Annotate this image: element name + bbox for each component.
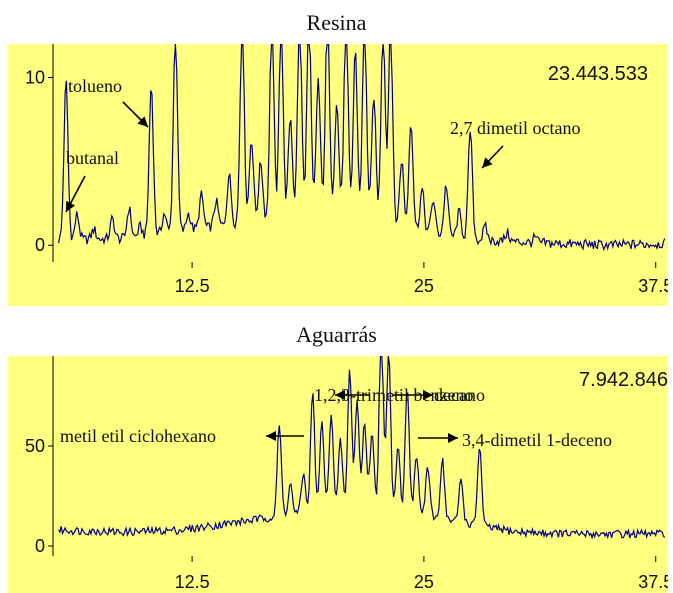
peak-annotation: tolueno: [68, 76, 122, 96]
y-tick-label: 0: [35, 235, 45, 255]
y-tick-label: 10: [25, 68, 45, 88]
annotation-arrow-head: [66, 200, 76, 212]
peak-annotation: decano: [434, 385, 485, 405]
peak-annotation: metil etil ciclohexano: [60, 426, 216, 446]
chart-1-title: Resina: [306, 10, 367, 35]
plot-background: [8, 44, 668, 306]
x-tick-label: 37.5: [638, 276, 668, 296]
y-tick-label: 0: [35, 536, 45, 556]
total-count-label: 23.443.533: [548, 63, 648, 85]
x-tick-label: 25: [414, 276, 434, 296]
annotation-arrow-head: [482, 157, 493, 168]
annotation-arrow-head: [335, 390, 345, 400]
x-tick-label: 25: [414, 572, 434, 592]
x-tick-label: 12.5: [175, 572, 210, 592]
y-tick-label: 50: [25, 436, 45, 456]
annotation-arrow-head: [448, 433, 458, 443]
peak-annotation: 2,7 dimetil octano: [450, 118, 580, 138]
chart-2-title: Aguarrás: [296, 322, 377, 347]
chart-resina: 0 10 12.5 25 37.5 23.443.533 tolueno butanal 2,7…: [8, 44, 668, 306]
peak-annotation: 3,4-dimetil 1-deceno: [462, 430, 612, 450]
total-count-label: 7.942.846: [579, 369, 668, 391]
x-tick-label: 37.5: [638, 572, 668, 592]
annotation-arrow-head: [266, 431, 276, 441]
x-tick-label: 12.5: [175, 276, 210, 296]
chromatogram-line: [58, 356, 666, 540]
annotation-arrow-head: [423, 390, 433, 400]
peak-annotation: butanal: [66, 148, 119, 168]
annotation-arrow-head: [137, 116, 148, 127]
chromatogram-line: [58, 44, 666, 252]
